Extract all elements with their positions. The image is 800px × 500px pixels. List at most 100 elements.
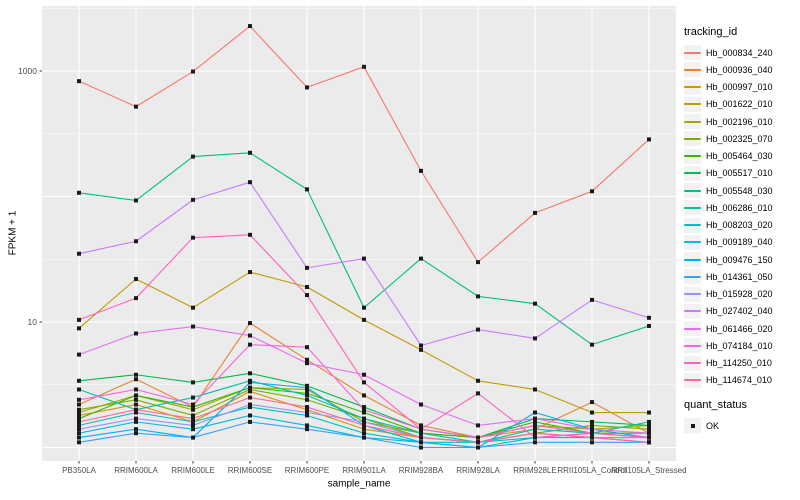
data-point [305, 413, 309, 418]
data-point [647, 427, 651, 432]
legend-key-line-icon [684, 217, 701, 233]
data-point [533, 301, 537, 306]
legend-label: Hb_000834_240 [706, 47, 773, 58]
data-point [77, 440, 81, 445]
tracking-id-legend-items: Hb_000834_240 Hb_000936_040 Hb_000997_010 H… [684, 44, 798, 389]
data-point [476, 423, 480, 428]
legend-key-line-icon [684, 96, 701, 112]
data-point [590, 419, 594, 424]
legend-key-square-icon [684, 418, 701, 434]
x-tick-label: RRII105LA_Control [557, 466, 627, 475]
data-point [248, 405, 252, 410]
data-point [77, 397, 81, 402]
data-point [77, 419, 81, 424]
legend-item-quant-OK: OK [684, 417, 798, 434]
data-point [77, 251, 81, 256]
data-point [191, 407, 195, 412]
data-point [362, 64, 366, 69]
data-point [476, 294, 480, 299]
data-point [305, 407, 309, 412]
data-point [248, 150, 252, 155]
legend-label: Hb_006286_010 [706, 202, 773, 213]
legend-key-line-icon [684, 200, 701, 216]
data-point [533, 419, 537, 424]
data-point [533, 435, 537, 440]
data-point [533, 427, 537, 432]
data-point [77, 402, 81, 407]
data-point [647, 323, 651, 328]
data-point [362, 427, 366, 432]
data-point [134, 104, 138, 109]
legend-item-Hb_009476_150: Hb_009476_150 [684, 251, 798, 268]
data-point [590, 423, 594, 428]
data-point [590, 410, 594, 415]
legend-item-Hb_000834_240: Hb_000834_240 [684, 44, 798, 61]
legend-key-line-icon [684, 372, 701, 388]
data-point [419, 445, 423, 450]
data-point [134, 372, 138, 377]
legend-key-line-icon [684, 62, 701, 78]
data-point [134, 387, 138, 392]
data-point [590, 427, 594, 432]
data-point [533, 423, 537, 428]
data-point [476, 445, 480, 450]
legend-label: Hb_002325_070 [706, 133, 773, 144]
data-point [77, 431, 81, 436]
data-point [305, 410, 309, 415]
data-point [419, 347, 423, 352]
data-point [134, 416, 138, 421]
data-point [248, 419, 252, 424]
legend-key-line-icon [684, 252, 701, 268]
data-point [134, 296, 138, 301]
legend-label: Hb_000997_010 [706, 82, 773, 93]
data-point [191, 419, 195, 424]
data-point [419, 402, 423, 407]
data-point [305, 265, 309, 270]
legend-label: Hb_005464_030 [706, 151, 773, 162]
legend-label: Hb_074184_010 [706, 340, 773, 351]
data-point [134, 431, 138, 436]
data-point [476, 378, 480, 383]
data-point [476, 327, 480, 332]
legend-label: Hb_061466_020 [706, 323, 773, 334]
data-point [362, 405, 366, 410]
data-point [476, 435, 480, 440]
data-point [248, 342, 252, 347]
data-point [362, 435, 366, 440]
legend-item-Hb_005548_030: Hb_005548_030 [684, 182, 798, 199]
data-point [305, 427, 309, 432]
legend-item-Hb_027402_040: Hb_027402_040 [684, 303, 798, 320]
data-point [134, 377, 138, 382]
data-point [647, 137, 651, 142]
legend-key-line-icon [684, 45, 701, 61]
data-point [134, 277, 138, 282]
legend-item-Hb_001622_010: Hb_001622_010 [684, 96, 798, 113]
data-point [248, 413, 252, 418]
legend-item-Hb_008203_020: Hb_008203_020 [684, 217, 798, 234]
legend-key-line-icon [684, 148, 701, 164]
data-point [647, 419, 651, 424]
legend-label: Hb_005517_010 [706, 168, 773, 179]
data-point [77, 387, 81, 392]
data-point [590, 431, 594, 436]
data-point [362, 256, 366, 261]
data-point [305, 423, 309, 428]
data-point [533, 336, 537, 341]
data-point [248, 232, 252, 237]
legend-label: OK [706, 420, 720, 431]
data-point [590, 297, 594, 302]
data-point [134, 407, 138, 412]
data-point [590, 189, 594, 194]
legend-key-line-icon [684, 303, 701, 319]
data-point [590, 400, 594, 405]
data-point [77, 416, 81, 421]
legend-item-Hb_005464_030: Hb_005464_030 [684, 148, 798, 165]
data-point [77, 190, 81, 195]
data-point [134, 239, 138, 244]
data-point [419, 427, 423, 432]
data-point [476, 391, 480, 396]
data-point [362, 416, 366, 421]
data-point [362, 380, 366, 385]
data-point [419, 423, 423, 428]
